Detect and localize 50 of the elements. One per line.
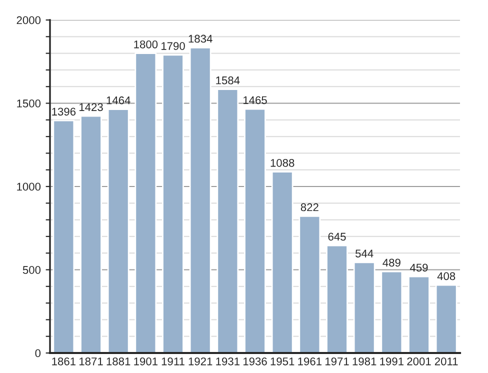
bar — [380, 270, 403, 353]
data-label: 645 — [328, 232, 346, 241]
x-tick-label: 2001 — [407, 357, 431, 366]
data-label: 1396 — [52, 108, 76, 116]
bar — [435, 284, 458, 353]
bar — [107, 108, 130, 353]
x-tick-label: 1951 — [270, 357, 294, 366]
x-tick-label: 1961 — [298, 357, 322, 366]
bar — [326, 244, 348, 353]
bar — [216, 88, 239, 353]
x-tick-label: 1861 — [52, 357, 76, 366]
bar — [134, 52, 157, 353]
bar — [298, 215, 321, 353]
x-tick-label: 1971 — [325, 357, 349, 366]
data-label: 1464 — [106, 96, 130, 104]
data-label: 1834 — [188, 34, 212, 43]
x-tick-label: 2011 — [434, 357, 458, 366]
x-tick-label: 1911 — [162, 357, 184, 366]
bar — [244, 108, 266, 353]
x-tick-label: 1901 — [134, 357, 158, 366]
bar — [80, 115, 102, 353]
data-label: 1423 — [79, 103, 103, 112]
data-label: 1584 — [216, 76, 240, 84]
data-label: 1088 — [270, 159, 294, 167]
data-label: 1800 — [134, 40, 158, 48]
data-label: 544 — [356, 250, 374, 258]
x-tick-label: 1921 — [188, 357, 212, 366]
bar — [189, 46, 212, 353]
y-tick-label: 500 — [22, 266, 41, 274]
data-label: 489 — [382, 258, 400, 267]
bar — [353, 262, 376, 353]
x-tick-label: 1881 — [106, 357, 130, 366]
x-tick-label: 1936 — [243, 357, 267, 366]
bar — [408, 276, 430, 353]
data-label: 408 — [437, 272, 456, 280]
x-tick-label: 1871 — [79, 357, 103, 366]
data-label: 1790 — [161, 42, 185, 50]
x-tick-label: 1991 — [380, 357, 404, 366]
y-tick-label: 1500 — [17, 100, 41, 108]
bar — [271, 171, 294, 353]
y-tick-label: 2000 — [16, 16, 41, 24]
data-label: 822 — [300, 203, 318, 212]
x-tick-label: 1931 — [216, 357, 240, 366]
bar — [162, 54, 184, 353]
x-tick-label: 1981 — [352, 357, 376, 366]
y-tick-label: 0 — [35, 349, 41, 358]
y-tick-label: 1000 — [17, 182, 41, 191]
data-label: 1465 — [243, 96, 267, 104]
bar — [52, 120, 75, 353]
data-label: 459 — [410, 264, 428, 272]
